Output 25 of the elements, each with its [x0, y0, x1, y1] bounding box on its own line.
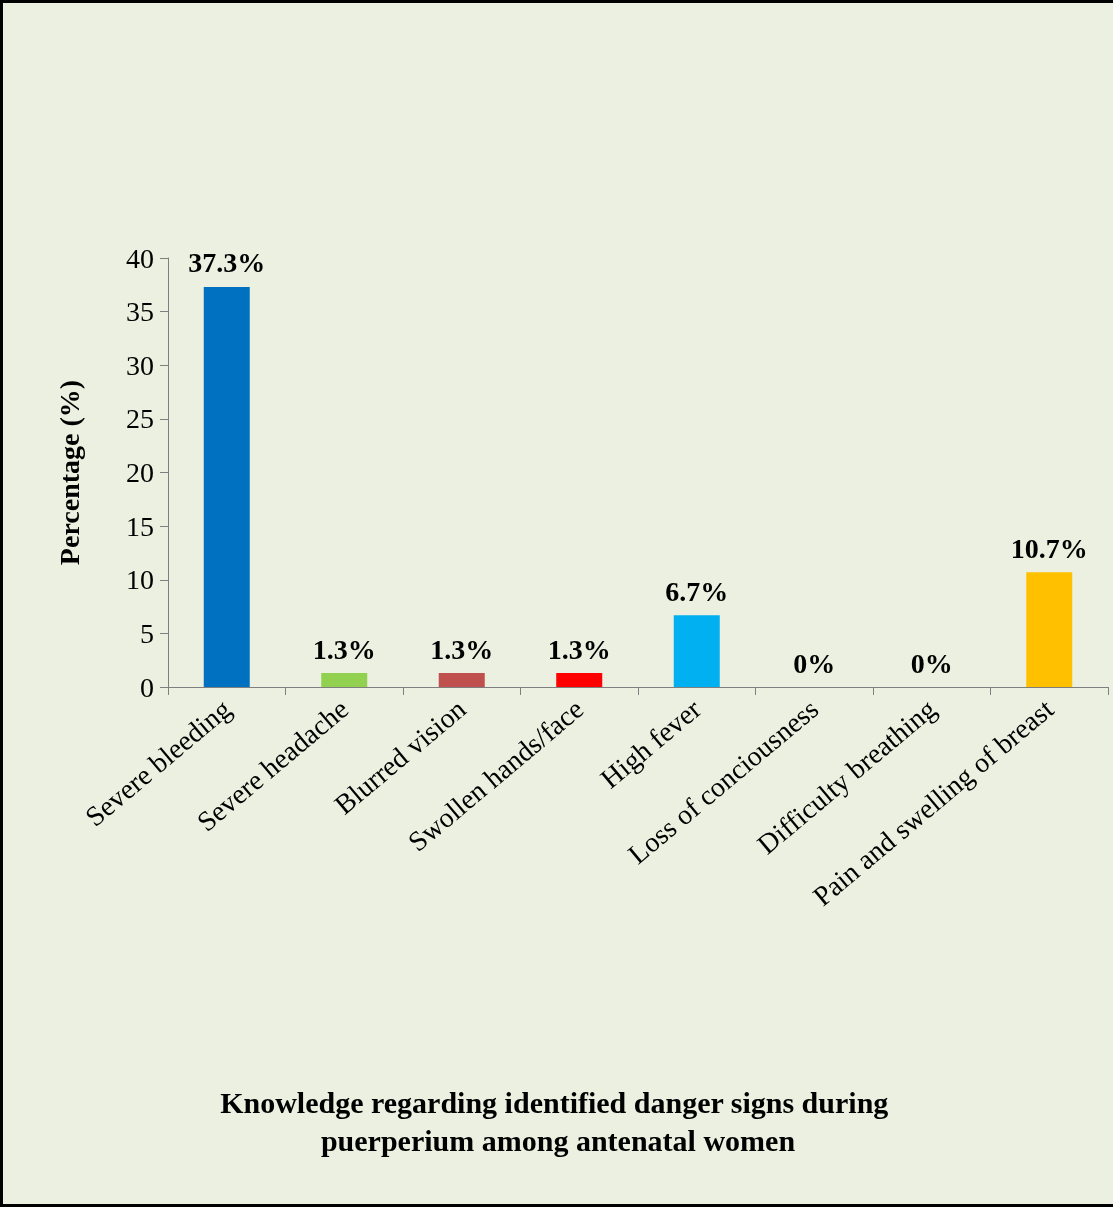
data-label: 0%: [910, 647, 953, 679]
data-label: 0%: [793, 647, 836, 679]
y-tick-label: 20: [126, 457, 154, 488]
y-tick-label: 30: [126, 349, 154, 381]
y-tick-label: 15: [126, 510, 154, 542]
data-label: 1.3%: [430, 633, 494, 665]
bar: [203, 286, 250, 687]
y-tick-label: 25: [126, 403, 154, 435]
data-label: 10.7%: [1010, 532, 1088, 564]
y-tick-label: 40: [126, 242, 154, 274]
bar: [321, 673, 368, 687]
y-tick-label: 10: [126, 564, 154, 596]
bar: [1026, 572, 1073, 687]
bar: [556, 673, 603, 687]
data-label: 37.3%: [188, 247, 266, 279]
text: Knowledge regarding identified danger signs during puerperium among antenatal women: [220, 1085, 896, 1157]
bar: [673, 615, 720, 687]
y-axis-title: Percentage (%): [53, 379, 85, 566]
y-tick-label: 5: [140, 617, 154, 649]
y-tick-label: 0: [140, 671, 154, 703]
data-label: 6.7%: [665, 575, 729, 607]
data-label: 1.3%: [312, 633, 376, 665]
y-tick-label: 35: [126, 296, 154, 328]
bar: [438, 673, 485, 687]
data-label: 1.3%: [547, 633, 611, 665]
